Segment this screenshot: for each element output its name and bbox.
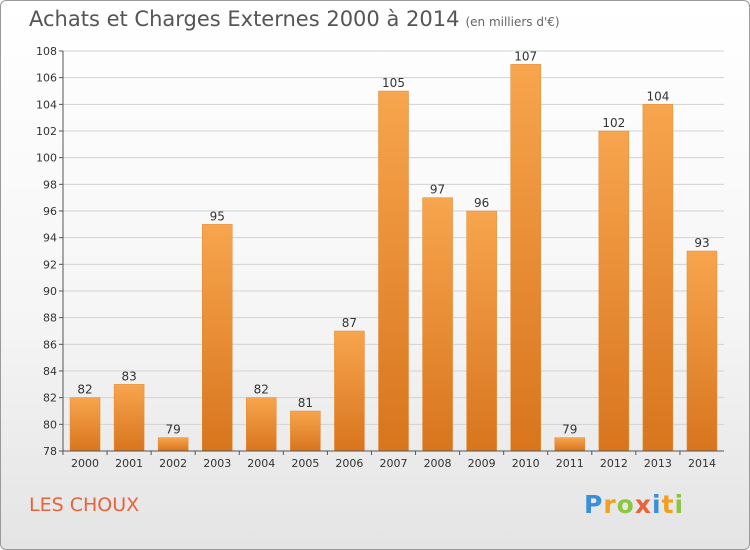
y-tick-label: 94: [43, 232, 57, 245]
y-tick-label: 102: [36, 125, 57, 138]
bar-value-label: 87: [342, 316, 357, 330]
bar: [598, 130, 630, 452]
x-tick-label: 2010: [512, 457, 540, 470]
bar-value-label: 82: [254, 383, 269, 397]
bar: [246, 397, 277, 452]
bar-value-label: 96: [474, 196, 489, 210]
bar-value-label: 83: [121, 369, 136, 383]
bar: [642, 104, 674, 452]
bar: [422, 197, 453, 452]
logo-letter: o: [616, 490, 635, 519]
x-tick-label: 2001: [115, 457, 143, 470]
bar-value-label: 93: [694, 236, 709, 250]
y-tick-label: 108: [36, 45, 57, 58]
bar-value-label: 107: [514, 49, 537, 63]
x-tick-label: 2005: [291, 457, 319, 470]
bar-value-label: 102: [602, 116, 625, 130]
bar-value-label: 104: [646, 89, 669, 103]
bar: [686, 250, 718, 452]
logo-letter: P: [584, 490, 604, 519]
bars: 82 83 79 95 82 81 87 105 97 96 107 79 102 104 93: [69, 49, 718, 452]
x-tick-label: 2011: [556, 457, 584, 470]
logo-letter: x: [634, 490, 652, 519]
x-tick-label: 2003: [203, 457, 231, 470]
x-tick-label: 2012: [600, 457, 628, 470]
bar-value-label: 95: [210, 209, 225, 223]
chart-title: Achats et Charges Externes 2000 à 2014 (e…: [29, 7, 560, 31]
y-tick-label: 86: [43, 338, 57, 351]
x-tick-label: 2013: [644, 457, 672, 470]
y-tick-label: 78: [43, 445, 57, 458]
bar: [510, 64, 541, 452]
y-tick-label: 82: [43, 392, 57, 405]
bar: [201, 224, 233, 452]
x-tick-label: 2000: [71, 457, 99, 470]
axes: 78 80 82 84 86 88 90 92 94 96 98 100 102 104 106 108 200…: [36, 45, 724, 470]
y-tick-label: 84: [43, 365, 57, 378]
x-tick-label: 2002: [159, 457, 187, 470]
x-tick-label: 2007: [380, 457, 408, 470]
bar: [378, 90, 409, 452]
proxiti-logo: Proxiti: [584, 490, 684, 519]
bar-value-label: 97: [430, 183, 445, 197]
bar: [334, 330, 365, 452]
bar: [157, 437, 189, 452]
y-tick-label: 98: [43, 178, 57, 191]
bar-value-label: 81: [298, 396, 313, 410]
bar: [466, 210, 497, 452]
y-tick-label: 100: [36, 152, 57, 165]
x-tick-label: 2009: [468, 457, 496, 470]
y-tick-label: 88: [43, 312, 57, 325]
y-tick-label: 96: [43, 205, 57, 218]
bar-value-label: 79: [166, 423, 181, 437]
bar: [554, 437, 586, 452]
logo-letter: t: [661, 490, 675, 519]
bar-value-label: 79: [562, 423, 577, 437]
y-tick-label: 106: [36, 72, 57, 85]
bar-value-label: 82: [77, 383, 92, 397]
bar: [69, 397, 101, 452]
chart-title-text: Achats et Charges Externes 2000 à 2014: [29, 7, 460, 31]
bar: [113, 384, 145, 452]
bar-value-label: 105: [382, 76, 405, 90]
y-tick-label: 80: [43, 418, 57, 431]
x-tick-label: 2014: [688, 457, 716, 470]
logo-letter: i: [674, 490, 685, 519]
x-tick-label: 2006: [335, 457, 363, 470]
chart-subtitle: (en milliers d'€): [465, 15, 560, 29]
logo-letter: i: [652, 490, 662, 519]
x-tick-label: 2004: [247, 457, 275, 470]
x-tick-label: 2008: [424, 457, 452, 470]
y-tick-label: 92: [43, 258, 57, 271]
logo-letter: r: [603, 490, 617, 519]
commune-name: LES CHOUX: [29, 494, 140, 516]
bar: [290, 410, 321, 452]
y-tick-label: 104: [36, 98, 57, 111]
y-tick-label: 90: [43, 285, 57, 298]
